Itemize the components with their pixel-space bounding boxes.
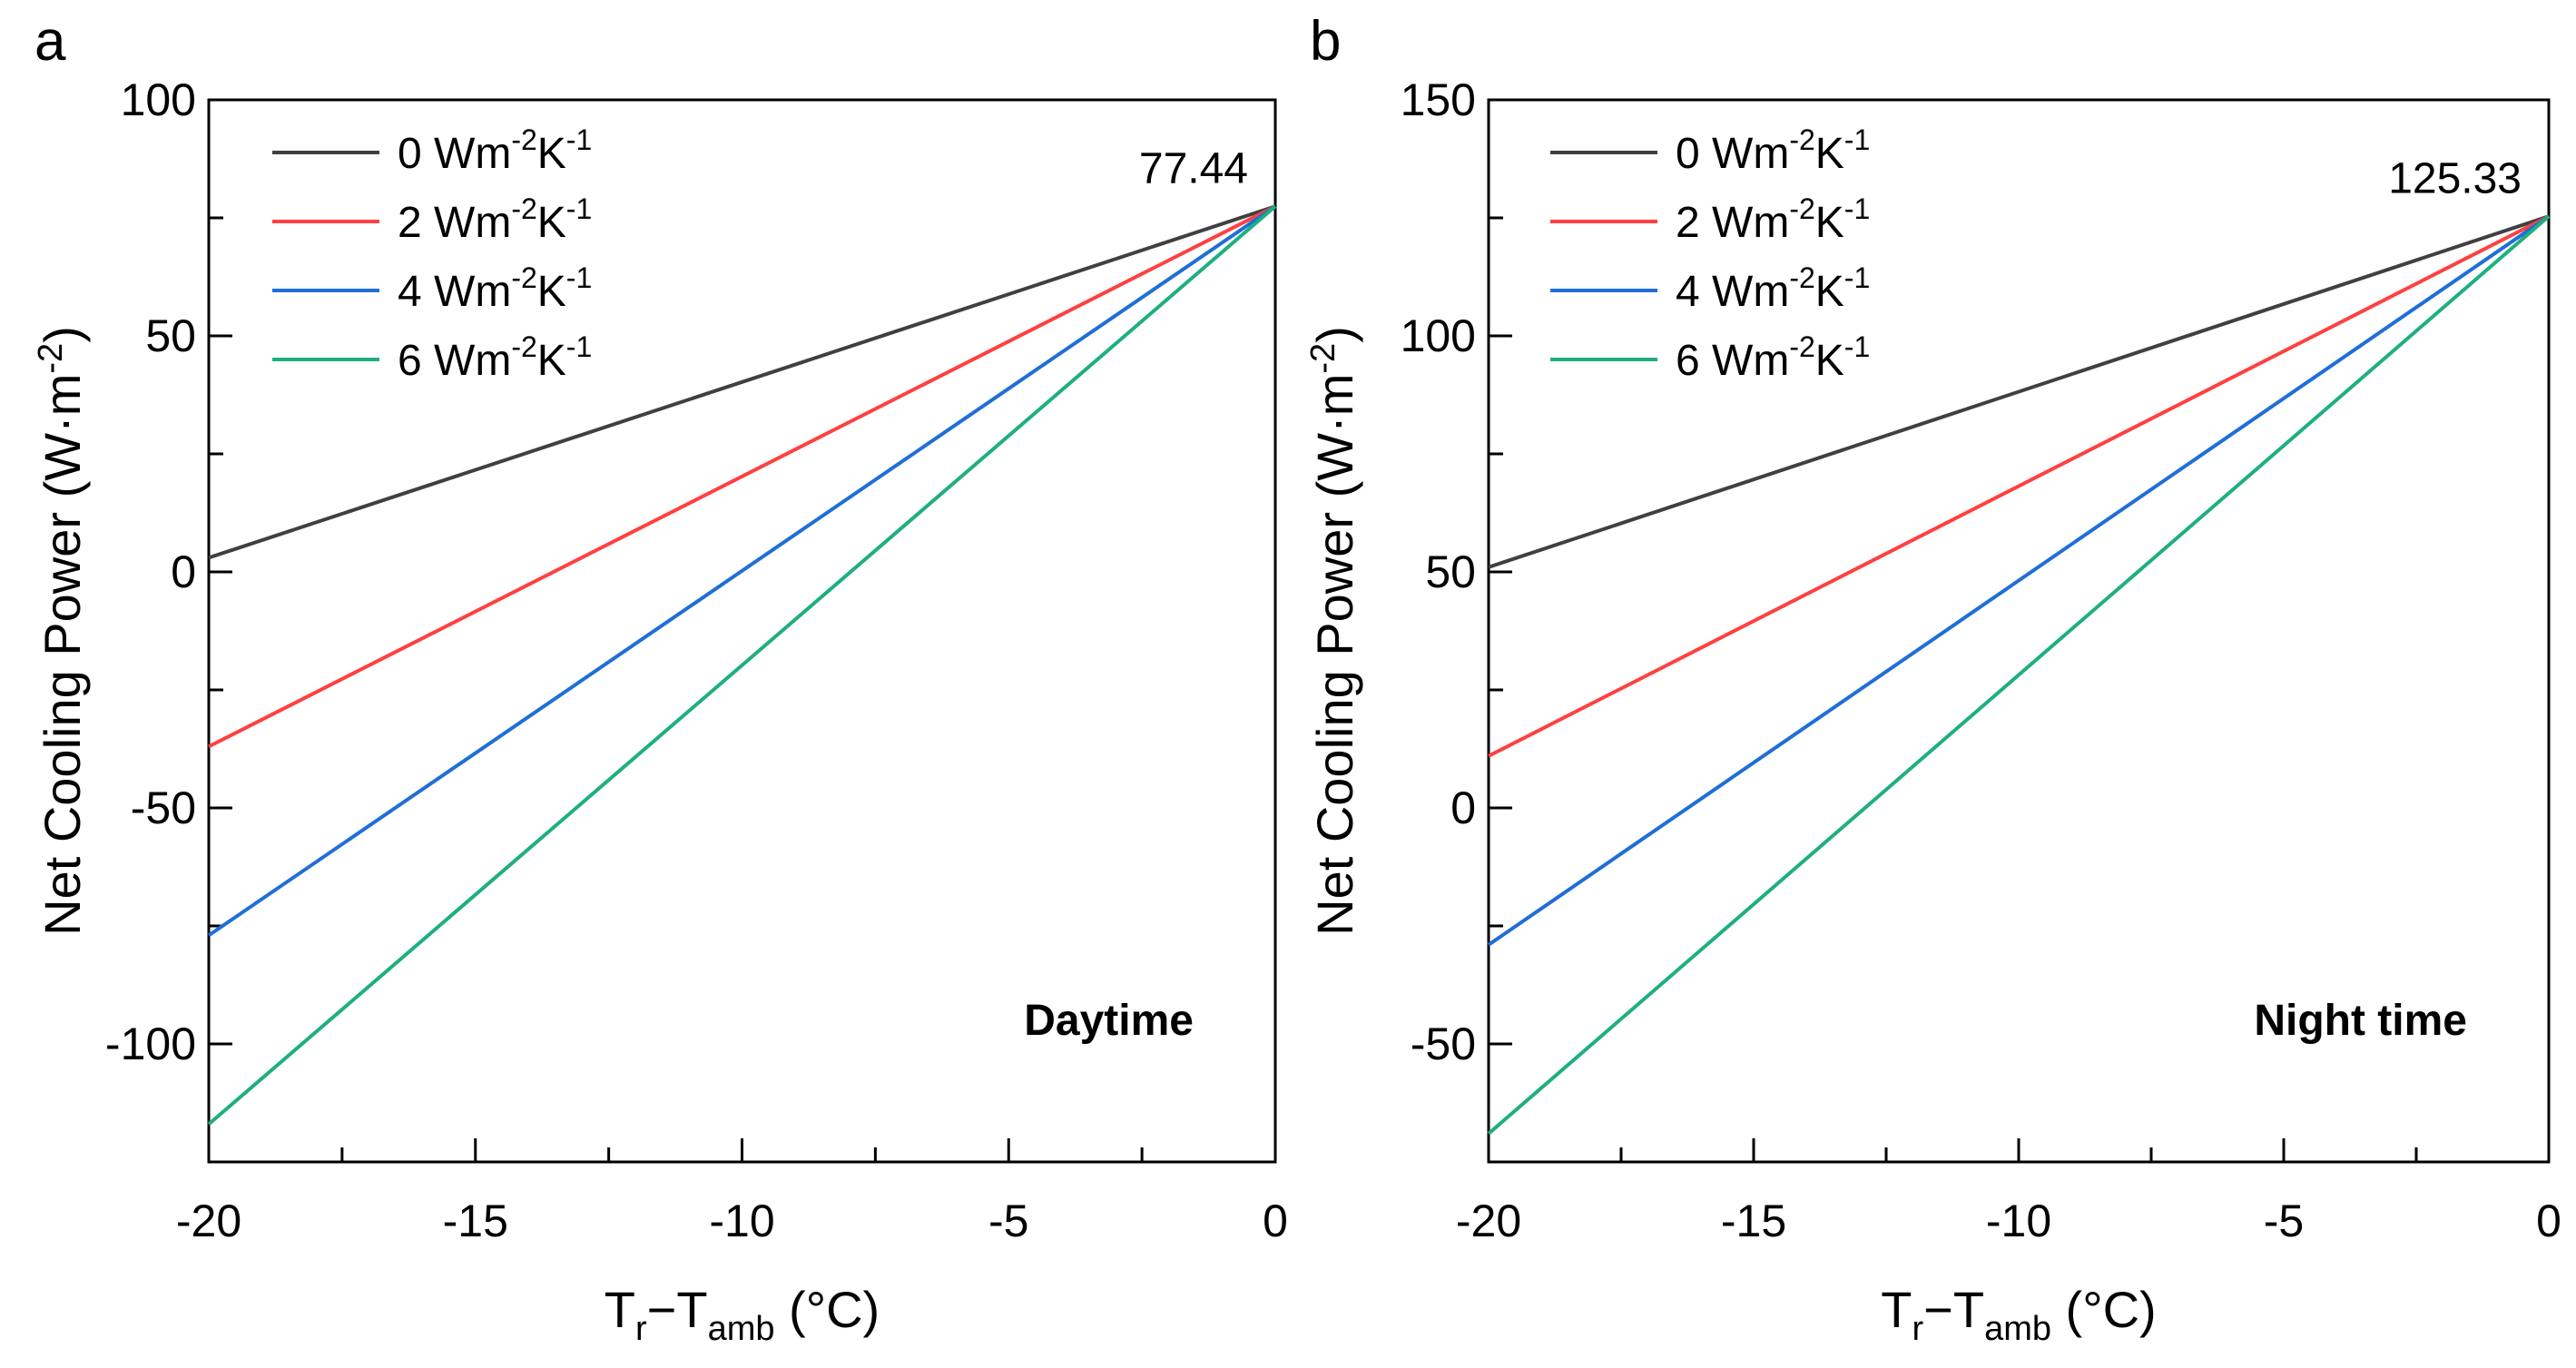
x-axis-title: Tr−Tamb (°C) [605, 1281, 880, 1348]
x-axis-title-sub: amb [1984, 1310, 2051, 1348]
legend-label: 4 Wm-2K-1 [1676, 261, 1870, 316]
y-axis-title-close: ) [34, 326, 91, 343]
legend-label-main: 2 Wm [398, 199, 511, 247]
y-axis-title: Net Cooling Power (W·m-2) [32, 326, 91, 936]
legend-label-k: K [537, 130, 566, 178]
legend-label: 4 Wm-2K-1 [398, 261, 592, 316]
x-tick-label: 0 [1263, 1196, 1288, 1246]
y-tick-label: -100 [105, 1019, 196, 1069]
y-tick-label: -50 [1411, 1019, 1476, 1069]
series-line-3 [1487, 214, 2551, 1136]
series-line-1 [208, 204, 1276, 749]
legend-label-sup: -2 [511, 330, 536, 363]
panel-letter: b [1310, 10, 1341, 73]
legend-label-sup: -2 [511, 123, 536, 156]
legend-label: 0 Wm-2K-1 [398, 123, 592, 178]
condition-label: Night time [2254, 997, 2467, 1045]
y-tick-label: 100 [1401, 310, 1476, 361]
convergence-annotation: 77.44 [1139, 144, 1248, 192]
x-tick-label: -15 [443, 1196, 508, 1246]
x-tick-label: -5 [2264, 1196, 2304, 1246]
legend-label-sup: -2 [1789, 330, 1814, 363]
x-tick-label: -20 [176, 1196, 241, 1246]
y-axis-title-text: Net Cooling Power (W·m [34, 374, 91, 936]
x-axis-title-dash: −T [647, 1281, 708, 1338]
legend-label-k: K [537, 337, 566, 385]
legend-label-sup: -2 [1789, 192, 1814, 225]
x-axis-title-base: T [1881, 1281, 1912, 1338]
condition-label: Daytime [1024, 997, 1194, 1045]
legend-label-sup: -1 [566, 123, 592, 156]
legend-label-sup: -1 [566, 330, 592, 363]
x-tick-label: -20 [1456, 1196, 1521, 1246]
x-tick-label: 0 [2536, 1196, 2561, 1246]
x-axis-title-sub: r [1912, 1310, 1924, 1348]
y-axis-title-close: ) [1306, 326, 1363, 343]
legend-label-k: K [1815, 268, 1844, 316]
x-axis-title-unit: (°C) [775, 1281, 880, 1338]
legend-label-main: 4 Wm [398, 268, 511, 316]
legend-label-k: K [1815, 337, 1844, 385]
y-axis-title-sup: -2 [1304, 343, 1342, 374]
legend-label-main: 0 Wm [398, 130, 511, 178]
legend-label: 2 Wm-2K-1 [1676, 192, 1870, 247]
series-line-2 [1487, 214, 2551, 947]
x-axis-title-base: T [605, 1281, 635, 1338]
legend-label-k: K [537, 199, 566, 247]
y-tick-label: -50 [131, 782, 196, 833]
x-tick-label: -10 [709, 1196, 774, 1246]
legend-label-sup: -2 [1789, 261, 1814, 294]
series-line-0 [1488, 214, 2550, 569]
legend-label-sup: -2 [1789, 123, 1814, 156]
legend-label: 2 Wm-2K-1 [398, 192, 592, 247]
legend-label-main: 0 Wm [1676, 130, 1789, 178]
legend-label-sup: -1 [1844, 192, 1870, 225]
series-line-1 [1488, 214, 2550, 758]
series-line-0 [208, 204, 1276, 560]
legend-label-main: 2 Wm [1676, 199, 1789, 247]
legend-label-sup: -1 [1844, 330, 1870, 363]
x-tick-label: -15 [1721, 1196, 1786, 1246]
y-axis-title: Net Cooling Power (W·m-2) [1304, 326, 1363, 936]
legend-label-sup: -1 [1844, 123, 1870, 156]
legend-label: 6 Wm-2K-1 [398, 330, 592, 385]
legend-label-main: 6 Wm [1676, 337, 1789, 385]
legend-label-sup: -1 [1844, 261, 1870, 294]
x-tick-label: -10 [1986, 1196, 2051, 1246]
x-axis-title-sub: amb [708, 1310, 775, 1348]
x-axis-title-unit: (°C) [2051, 1281, 2157, 1338]
y-tick-label: 100 [121, 74, 196, 125]
legend-label-k: K [1815, 130, 1844, 178]
legend-label-sup: -1 [566, 261, 592, 294]
y-tick-label: 50 [145, 310, 196, 361]
y-tick-label: 0 [171, 546, 196, 597]
legend-label-main: 6 Wm [398, 337, 511, 385]
legend-label-sup: -2 [511, 192, 536, 225]
x-tick-label: -5 [988, 1196, 1028, 1246]
series-line-3 [207, 204, 1277, 1126]
legend-label-k: K [537, 268, 566, 316]
x-axis-title: Tr−Tamb (°C) [1881, 1281, 2156, 1348]
y-axis-title-sup: -2 [32, 343, 70, 374]
y-tick-label: 50 [1425, 546, 1476, 597]
series-line-2 [207, 204, 1277, 938]
y-tick-label: 150 [1401, 74, 1476, 125]
x-axis-title-sub: r [635, 1310, 647, 1348]
x-axis-title-dash: −T [1923, 1281, 1984, 1338]
panel-letter: a [34, 10, 66, 73]
convergence-annotation: 125.33 [2388, 154, 2522, 202]
y-tick-label: 0 [1450, 782, 1476, 833]
legend-label-sup: -2 [511, 261, 536, 294]
legend-label-k: K [1815, 199, 1844, 247]
legend-label-main: 4 Wm [1676, 268, 1789, 316]
legend-label-sup: -1 [566, 192, 592, 225]
legend-label: 6 Wm-2K-1 [1676, 330, 1870, 385]
y-axis-title-text: Net Cooling Power (W·m [1306, 374, 1363, 936]
legend-label: 0 Wm-2K-1 [1676, 123, 1870, 178]
